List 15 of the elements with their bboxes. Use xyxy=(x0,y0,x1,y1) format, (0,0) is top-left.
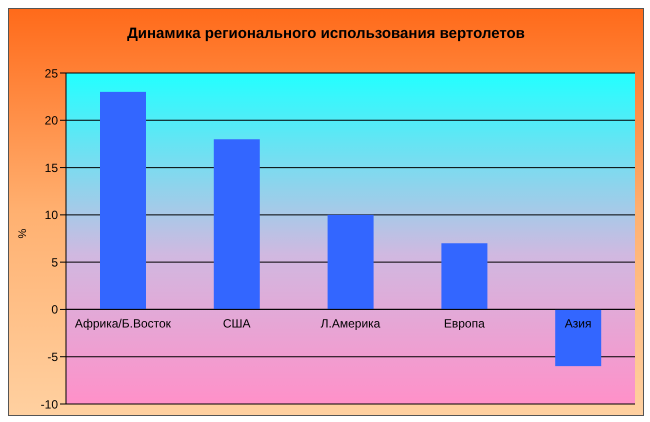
y-tick-label: 25 xyxy=(44,66,58,80)
y-axis-title: % xyxy=(16,228,29,238)
x-tick-label: Европа xyxy=(444,316,486,330)
x-tick-label: Африка/Б.Восток xyxy=(74,316,172,330)
y-tick-label: -5 xyxy=(47,350,58,364)
x-tick-label: Азия xyxy=(564,316,592,330)
y-tick-label: 10 xyxy=(44,208,58,222)
y-tick-label: 20 xyxy=(44,114,58,128)
y-tick-label: 0 xyxy=(51,302,58,317)
chart-title: Динамика регионального использования вертолетов xyxy=(126,25,526,42)
x-tick-label: Л.Америка xyxy=(320,316,381,330)
y-tick-label: -10 xyxy=(40,397,58,412)
y-tick-label: 5 xyxy=(51,255,58,270)
y-tick-label: 15 xyxy=(44,160,58,175)
x-tick-label: США xyxy=(222,316,251,330)
